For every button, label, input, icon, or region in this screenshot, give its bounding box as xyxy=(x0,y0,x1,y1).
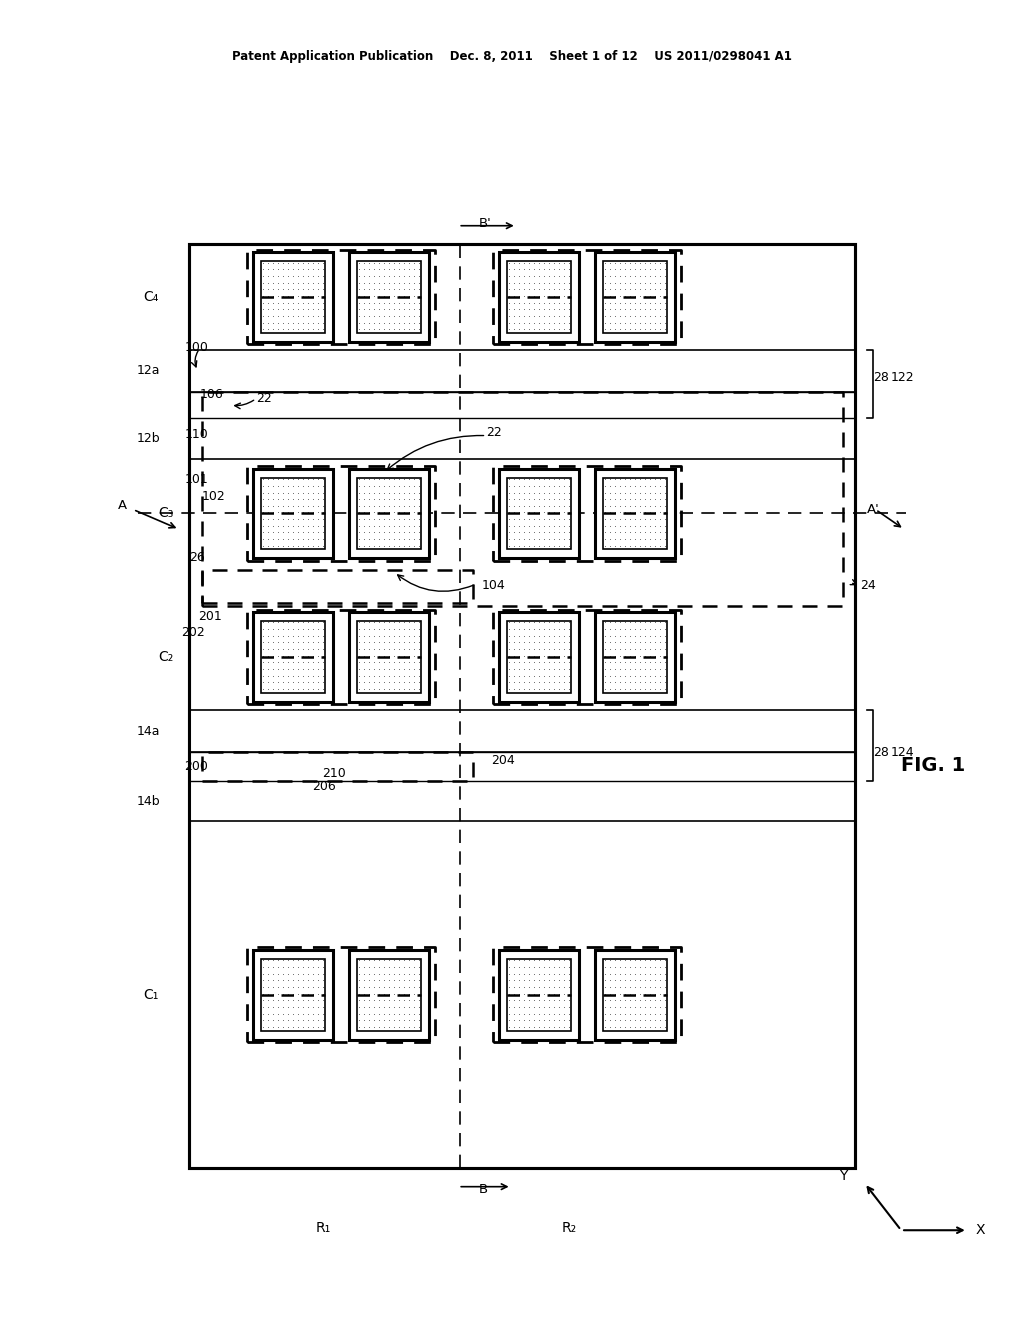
Bar xyxy=(189,781,855,821)
Bar xyxy=(253,469,333,558)
Bar xyxy=(189,244,855,1168)
Bar xyxy=(603,958,668,1031)
Text: 110: 110 xyxy=(184,429,208,441)
Text: 26: 26 xyxy=(189,550,205,564)
Bar xyxy=(596,469,676,558)
Bar xyxy=(603,478,668,549)
Text: C₄: C₄ xyxy=(143,290,159,304)
Text: 12a: 12a xyxy=(136,364,160,378)
Text: 22: 22 xyxy=(256,392,271,405)
Text: R₁: R₁ xyxy=(315,1221,331,1234)
Text: B: B xyxy=(479,1183,487,1196)
Text: 206: 206 xyxy=(312,780,336,793)
Bar xyxy=(507,261,570,333)
Text: X: X xyxy=(976,1224,985,1237)
Bar xyxy=(253,252,333,342)
Bar xyxy=(261,478,325,549)
Text: A': A' xyxy=(867,503,880,516)
Text: B': B' xyxy=(479,216,492,230)
Bar xyxy=(357,620,421,693)
Bar xyxy=(507,958,570,1031)
Bar xyxy=(507,620,570,693)
Text: 14a: 14a xyxy=(136,725,160,738)
Bar xyxy=(189,710,855,752)
Text: 102: 102 xyxy=(202,490,225,503)
Bar xyxy=(499,950,579,1040)
Text: Patent Application Publication    Dec. 8, 2011    Sheet 1 of 12    US 2011/02980: Patent Application Publication Dec. 8, 2… xyxy=(232,50,792,63)
Bar xyxy=(596,950,676,1040)
Text: 106: 106 xyxy=(200,388,223,401)
Text: R₂: R₂ xyxy=(561,1221,577,1234)
Text: FIG. 1: FIG. 1 xyxy=(901,756,966,775)
Bar xyxy=(189,392,855,418)
Text: 201: 201 xyxy=(198,610,221,623)
Text: Y: Y xyxy=(839,1170,847,1184)
Text: 202: 202 xyxy=(181,626,205,639)
Bar xyxy=(357,261,421,333)
Text: A: A xyxy=(118,499,127,512)
Bar xyxy=(349,950,429,1040)
Bar xyxy=(499,252,579,342)
Text: C₂: C₂ xyxy=(159,649,174,664)
Text: 204: 204 xyxy=(492,754,515,767)
Bar xyxy=(253,611,333,702)
Text: 24: 24 xyxy=(860,579,876,591)
Bar xyxy=(349,252,429,342)
Bar xyxy=(507,478,570,549)
Bar xyxy=(349,469,429,558)
Bar xyxy=(596,611,676,702)
Text: 22: 22 xyxy=(486,426,502,440)
Bar xyxy=(189,244,855,1168)
Bar xyxy=(189,418,855,459)
Bar xyxy=(603,620,668,693)
Bar xyxy=(261,958,325,1031)
Bar xyxy=(357,958,421,1031)
Text: 28: 28 xyxy=(873,371,890,384)
Text: 200: 200 xyxy=(184,760,208,774)
Bar xyxy=(189,350,855,392)
Text: 14b: 14b xyxy=(136,795,160,808)
Bar xyxy=(189,752,855,781)
Text: 122: 122 xyxy=(891,371,914,384)
Bar xyxy=(596,252,676,342)
Bar xyxy=(261,620,325,693)
Bar xyxy=(499,469,579,558)
Text: 104: 104 xyxy=(481,579,505,591)
Text: 210: 210 xyxy=(323,767,346,780)
Bar xyxy=(349,611,429,702)
Bar xyxy=(603,261,668,333)
Text: 124: 124 xyxy=(891,746,914,759)
Text: 101: 101 xyxy=(184,473,208,486)
Bar xyxy=(261,261,325,333)
Text: 100: 100 xyxy=(184,341,208,354)
Bar xyxy=(253,950,333,1040)
Text: 12b: 12b xyxy=(136,433,160,445)
Text: C₁: C₁ xyxy=(143,987,159,1002)
Bar xyxy=(357,478,421,549)
Text: C₃: C₃ xyxy=(159,507,174,520)
Text: 28: 28 xyxy=(873,746,890,759)
Bar xyxy=(499,611,579,702)
